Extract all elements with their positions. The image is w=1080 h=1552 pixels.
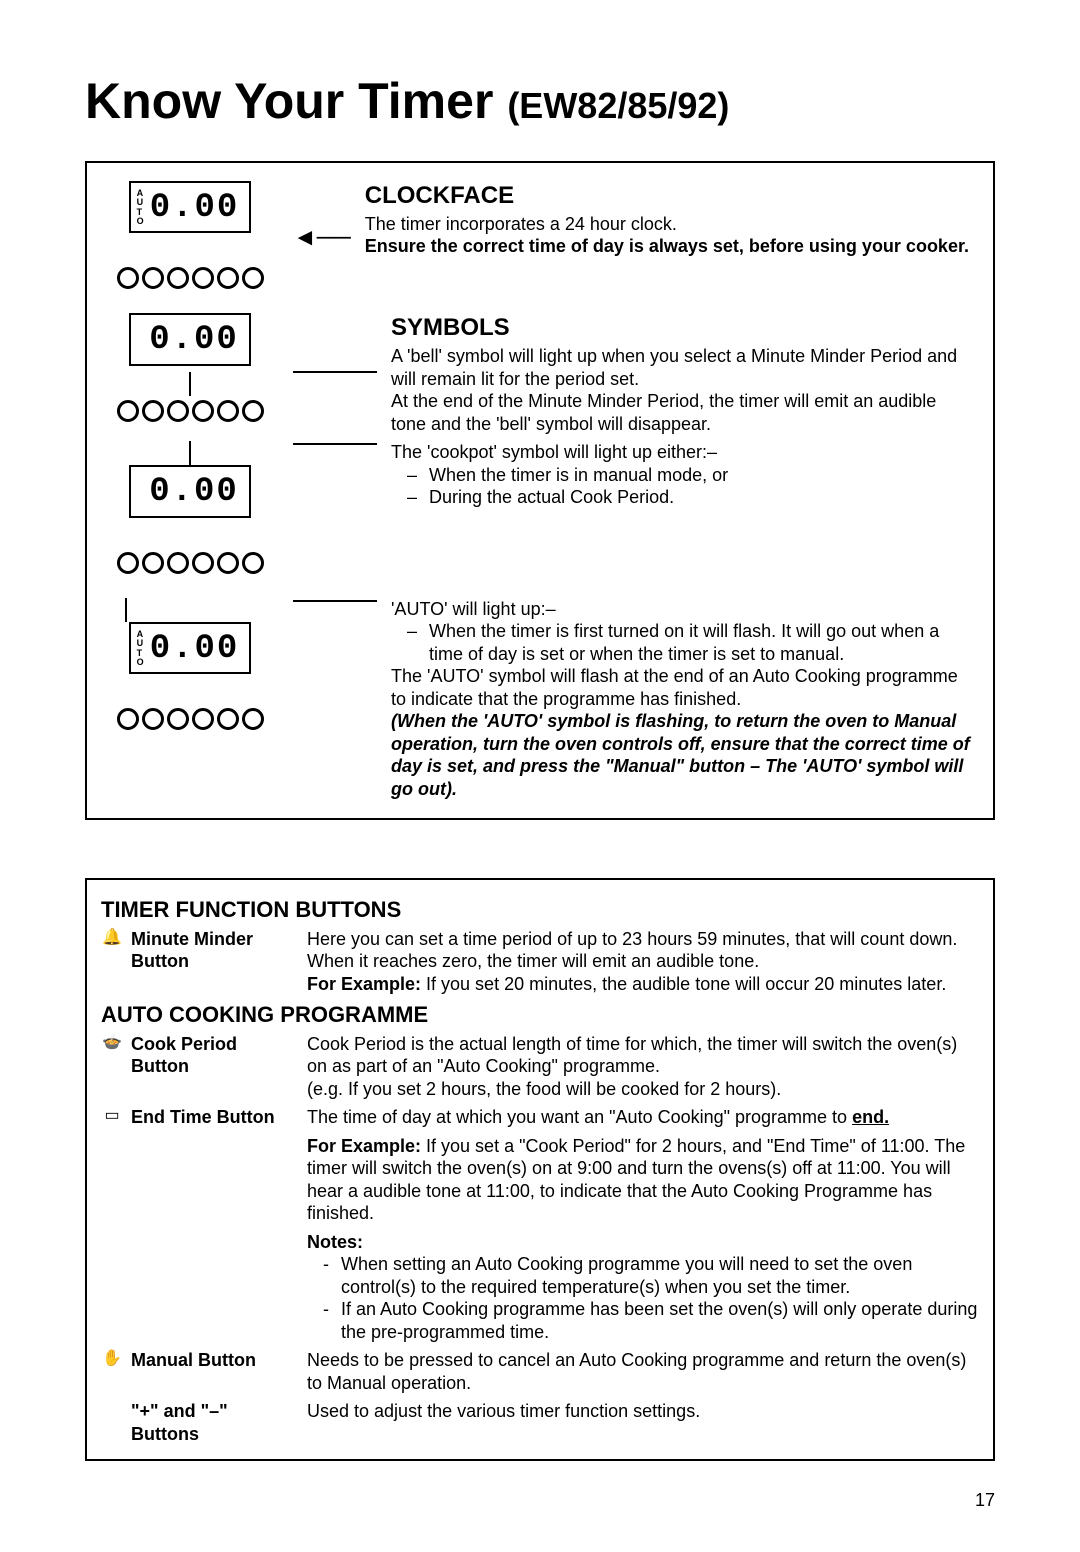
auto-b: The 'AUTO' symbol will flash at the end …: [391, 665, 975, 710]
cook-period-label: Cook Period Button: [131, 1033, 299, 1101]
display-clockface: AUTO 0.00: [129, 181, 252, 234]
page-number: 17: [85, 1489, 995, 1512]
auto-lead: 'AUTO' will light up:–: [391, 598, 975, 621]
symbols-head: SYMBOLS: [391, 313, 975, 343]
clockface-symbols-box: AUTO 0.00 ◄── CLOCKFACE The timer incorp…: [85, 161, 995, 821]
bell-icon: 🔔: [101, 928, 123, 996]
title-sub: (EW82/85/92): [507, 85, 729, 126]
manual-label: Manual Button: [131, 1349, 299, 1394]
display-bell: 0.00: [129, 313, 251, 366]
auto-letters: AUTO: [137, 630, 144, 668]
mm-ex: For Example: If you set 20 minutes, the …: [307, 973, 979, 996]
plus-minus-label: "+" and "–" Buttons: [131, 1400, 299, 1445]
cp-l1: Cook Period is the actual length of time…: [307, 1033, 979, 1078]
bell-l1: A 'bell' symbol will light up when you s…: [391, 345, 975, 390]
minute-minder-label: Minute MinderButton: [131, 928, 299, 996]
display-cookpot: 0.00: [129, 465, 251, 518]
seven-seg: 0.00: [150, 187, 240, 230]
bell-l2: At the end of the Minute Minder Period, …: [391, 390, 975, 435]
man-l1: Needs to be pressed to cancel an Auto Co…: [307, 1349, 979, 1394]
clockface-head: CLOCKFACE: [365, 181, 975, 211]
cookpot-lead: The 'cookpot' symbol will light up eithe…: [391, 441, 975, 464]
auto-letters: AUTO: [137, 189, 144, 227]
clockface-l2: Ensure the correct time of day is always…: [365, 235, 975, 258]
button-row: [117, 708, 264, 730]
auto-note: (When the 'AUTO' symbol is flashing, to …: [391, 710, 975, 800]
pm-l1: Used to adjust the various timer functio…: [307, 1400, 979, 1423]
clockface-l1: The timer incorporates a 24 hour clock.: [365, 213, 975, 236]
manual-icon: ✋: [101, 1349, 123, 1394]
cp-l2: (e.g. If you set 2 hours, the food will …: [307, 1078, 979, 1101]
notes-list: When setting an Auto Cooking programme y…: [307, 1253, 979, 1343]
cookpot-list: When the timer is in manual mode, or Dur…: [391, 464, 975, 509]
arrow-left-icon: ◄──: [293, 223, 351, 253]
notes-head: Notes:: [307, 1231, 979, 1254]
et-ex: For Example: If you set a "Cook Period" …: [307, 1135, 979, 1225]
end-time-icon: ▭: [101, 1106, 123, 1129]
button-row: [117, 267, 264, 289]
button-row: [117, 552, 264, 574]
auto-list: When the timer is first turned on it wil…: [391, 620, 975, 665]
page-title: Know Your Timer (EW82/85/92): [85, 70, 995, 133]
title-main: Know Your Timer: [85, 73, 493, 129]
timer-functions-box: TIMER FUNCTION BUTTONS 🔔 Minute MinderBu…: [85, 878, 995, 1461]
functions-head: TIMER FUNCTION BUTTONS: [101, 896, 979, 924]
end-time-label: End Time Button: [131, 1106, 299, 1129]
mm-l1: Here you can set a time period of up to …: [307, 928, 979, 973]
button-row: [117, 400, 264, 422]
auto-cooking-head: AUTO COOKING PROGRAMME: [101, 1001, 979, 1029]
display-auto: AUTO 0.00: [129, 622, 252, 675]
et-l1: The time of day at which you want an "Au…: [307, 1106, 979, 1129]
cookpot-icon: 🍲: [101, 1033, 123, 1101]
